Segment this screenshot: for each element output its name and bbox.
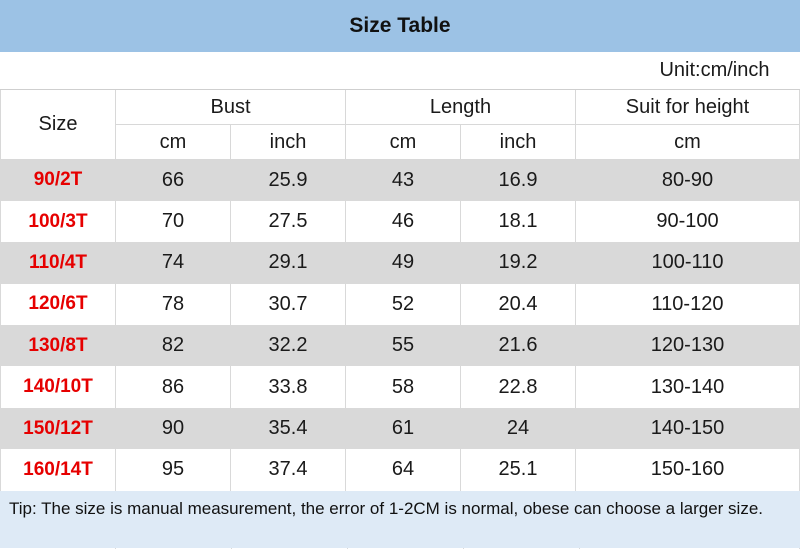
length-inch-value: 24 bbox=[460, 407, 576, 450]
size-label: 90/2T bbox=[0, 159, 116, 201]
bust-cm-value: 95 bbox=[115, 449, 231, 491]
length-cm-value: 52 bbox=[345, 283, 461, 326]
subheader-bust-inch: inch bbox=[230, 124, 346, 160]
measurement-tip-note: Tip: The size is manual measurement, the… bbox=[0, 490, 800, 548]
length-inch-value: 19.2 bbox=[460, 242, 576, 284]
length-cm-value: 55 bbox=[345, 325, 461, 367]
length-inch-value: 25.1 bbox=[460, 449, 576, 491]
size-label: 110/4T bbox=[0, 242, 116, 284]
bust-cm-value: 86 bbox=[115, 366, 231, 408]
header-sub-row: cm inch cm inch cm bbox=[1, 124, 800, 160]
bust-inch-value: 37.4 bbox=[230, 449, 346, 491]
header-group-row: Size Bust Length Suit for height bbox=[0, 89, 800, 160]
length-cm-value: 64 bbox=[345, 449, 461, 491]
column-header-suit-for-height: Suit for height bbox=[575, 89, 800, 125]
table-row: 130/8T 82 32.2 55 21.6 120-130 bbox=[0, 325, 800, 367]
bust-inch-value: 29.1 bbox=[230, 242, 346, 284]
table-row: 150/12T 90 35.4 61 24 140-150 bbox=[0, 407, 800, 450]
length-inch-value: 22.8 bbox=[460, 366, 576, 408]
page-title: Size Table bbox=[0, 0, 800, 52]
column-header-length: Length bbox=[345, 89, 576, 125]
bust-cm-value: 82 bbox=[115, 325, 231, 367]
length-cm-value: 61 bbox=[345, 407, 461, 450]
length-cm-value: 46 bbox=[345, 200, 461, 243]
height-range-value: 80-90 bbox=[575, 159, 800, 201]
table-row: 160/14T 95 37.4 64 25.1 150-160 bbox=[0, 449, 800, 491]
height-range-value: 120-130 bbox=[575, 325, 800, 367]
table-row: 110/4T 74 29.1 49 19.2 100-110 bbox=[0, 242, 800, 284]
bust-inch-value: 30.7 bbox=[230, 283, 346, 326]
length-inch-value: 20.4 bbox=[460, 283, 576, 326]
length-inch-value: 21.6 bbox=[460, 325, 576, 367]
table-row: 100/3T 70 27.5 46 18.1 90-100 bbox=[0, 200, 800, 243]
length-inch-value: 18.1 bbox=[460, 200, 576, 243]
length-inch-value: 16.9 bbox=[460, 159, 576, 201]
height-range-value: 90-100 bbox=[575, 200, 800, 243]
bust-cm-value: 70 bbox=[115, 200, 231, 243]
bust-cm-value: 66 bbox=[115, 159, 231, 201]
size-label: 100/3T bbox=[0, 200, 116, 243]
table-row: 120/6T 78 30.7 52 20.4 110-120 bbox=[0, 283, 800, 326]
column-header-bust: Bust bbox=[115, 89, 346, 125]
bust-inch-value: 27.5 bbox=[230, 200, 346, 243]
unit-label: Unit:cm/inch bbox=[0, 52, 800, 90]
subheader-length-inch: inch bbox=[460, 124, 576, 160]
bust-inch-value: 25.9 bbox=[230, 159, 346, 201]
height-range-value: 110-120 bbox=[575, 283, 800, 326]
bust-inch-value: 35.4 bbox=[230, 407, 346, 450]
unit-row: Unit:cm/inch bbox=[0, 52, 800, 90]
bust-inch-value: 33.8 bbox=[230, 366, 346, 408]
size-label: 160/14T bbox=[0, 449, 116, 491]
size-table: Unit:cm/inch Size Bust Length Suit for h… bbox=[0, 52, 800, 491]
size-label: 120/6T bbox=[0, 283, 116, 326]
bust-inch-value: 32.2 bbox=[230, 325, 346, 367]
table-row: 140/10T 86 33.8 58 22.8 130-140 bbox=[0, 366, 800, 408]
bust-cm-value: 74 bbox=[115, 242, 231, 284]
bust-cm-value: 78 bbox=[115, 283, 231, 326]
subheader-length-cm: cm bbox=[345, 124, 461, 160]
height-range-value: 150-160 bbox=[575, 449, 800, 491]
height-range-value: 130-140 bbox=[575, 366, 800, 408]
length-cm-value: 49 bbox=[345, 242, 461, 284]
table-row: 90/2T 66 25.9 43 16.9 80-90 bbox=[0, 159, 800, 201]
size-label: 140/10T bbox=[0, 366, 116, 408]
subheader-bust-cm: cm bbox=[115, 124, 231, 160]
subheader-suit-cm: cm bbox=[575, 124, 800, 160]
height-range-value: 100-110 bbox=[575, 242, 800, 284]
length-cm-value: 43 bbox=[345, 159, 461, 201]
column-header-size: Size bbox=[0, 89, 116, 160]
bust-cm-value: 90 bbox=[115, 407, 231, 450]
size-label: 150/12T bbox=[0, 407, 116, 450]
size-label: 130/8T bbox=[0, 325, 116, 367]
length-cm-value: 58 bbox=[345, 366, 461, 408]
height-range-value: 140-150 bbox=[575, 407, 800, 450]
